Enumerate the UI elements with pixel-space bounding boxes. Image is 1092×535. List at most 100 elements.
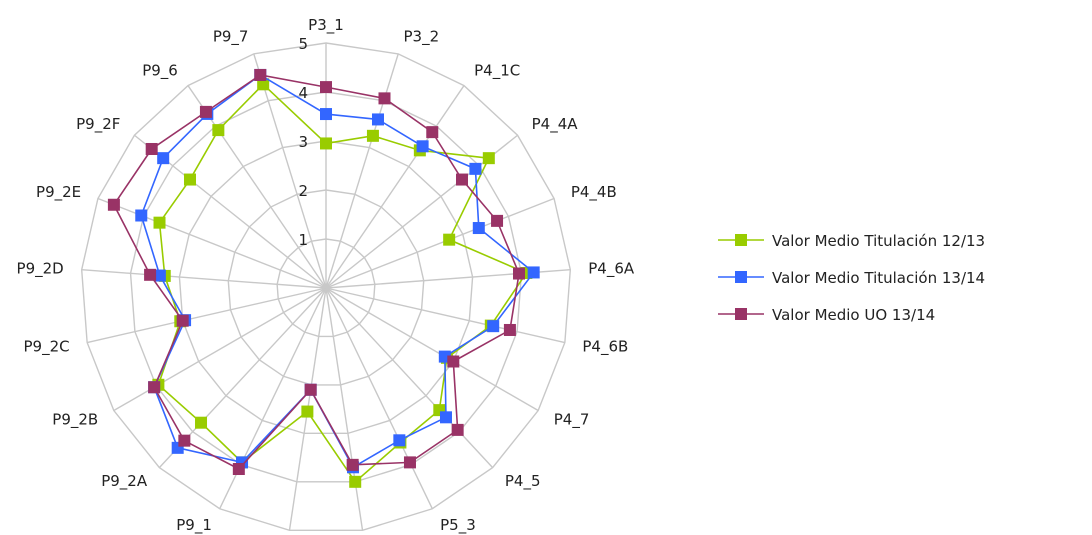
series-3	[107, 68, 526, 476]
spoke-P4_7	[325, 287, 539, 412]
data-point-3-P4_4B	[491, 214, 504, 227]
axis-label-P4_4B: P4_4B	[571, 183, 617, 202]
data-point-3-P9_2D	[144, 268, 157, 281]
data-point-3-P4_6B	[503, 323, 516, 336]
axis-label-P9_2D: P9_2D	[17, 259, 64, 278]
grid-ring-4	[129, 91, 523, 483]
tick-label-3: 3	[298, 133, 308, 151]
grid-ring-2	[227, 189, 425, 386]
radial-tick-labels: 1 2 3 4 5	[298, 35, 308, 249]
data-point-1-P9_7	[257, 78, 270, 91]
grid-ring-5	[80, 42, 572, 531]
data-point-2-P3_2	[371, 113, 384, 126]
legend-item-2: Valor Medio Titulación 13/14	[718, 269, 985, 287]
data-point-3-P4_6A	[513, 267, 526, 280]
data-point-1-P4_4B	[443, 233, 456, 246]
data-point-2-P9_2E	[135, 209, 148, 222]
axis-label-P9_2C: P9_2C	[23, 338, 69, 357]
data-point-2-P3_1	[320, 108, 332, 121]
axis-label-P4_6B: P4_6B	[582, 338, 628, 357]
tick-label-4: 4	[298, 84, 308, 102]
spoke-P4_1C	[325, 85, 465, 289]
series-1	[152, 78, 533, 488]
axis-label-P9_2B: P9_2B	[52, 411, 98, 430]
axis-label-P9_2A: P9_2A	[101, 472, 148, 491]
axis-label-P9_2E: P9_2E	[36, 183, 81, 202]
data-point-2-P9_2F	[157, 152, 170, 165]
axis-label-P4_7: P4_7	[554, 411, 590, 430]
data-point-3-P9_2C	[176, 314, 189, 327]
legend-marker-2	[735, 271, 747, 283]
data-point-3-P9_2F	[145, 142, 158, 155]
legend-marker-3	[735, 308, 747, 320]
axis-label-P9_7: P9_7	[213, 28, 249, 47]
axis-label-P4_4A: P4_4A	[532, 115, 579, 134]
spoke-P4_5	[325, 287, 494, 469]
data-point-3-P9_1	[232, 463, 245, 476]
axis-label-P4_5: P4_5	[505, 472, 541, 491]
legend-item-1: Valor Medio Titulación 12/13	[718, 232, 985, 250]
legend-label-2: Valor Medio Titulación 13/14	[772, 269, 985, 287]
grid-ring-3	[178, 140, 474, 435]
data-point-2-P9_2D	[153, 269, 166, 282]
data-point-3-P9_6	[199, 105, 212, 118]
axis-label-P4_1C: P4_1C	[474, 62, 520, 81]
data-point-3-P3_2	[378, 92, 391, 105]
spoke-P9_7	[253, 53, 327, 289]
data-point-3-P9_2B	[148, 381, 161, 394]
data-point-2-P4_6A	[527, 266, 540, 279]
data-point-2-P4_5	[439, 411, 452, 424]
data-point-3-P9_7	[254, 68, 267, 81]
data-point-3-P9_2A	[178, 434, 191, 447]
legend-label-1: Valor Medio Titulación 12/13	[772, 232, 985, 250]
data-point-3-P5_3	[403, 456, 416, 469]
tick-label-1: 1	[298, 231, 308, 249]
axis-label-P9_2F: P9_2F	[76, 115, 120, 134]
axis-labels: P3_1 P3_2 P4_1C P4_4A P4_4B P4_6A P4_6B P4_7 P4_…	[17, 16, 635, 535]
spoke-P9_2C	[86, 287, 327, 344]
spoke-P4_4B	[325, 197, 555, 289]
data-point-1-P3_1	[320, 137, 332, 150]
data-point-2-P4_1C	[416, 140, 429, 153]
axis-label-P3_2: P3_2	[404, 28, 440, 47]
data-point-3-P4_4A	[455, 173, 468, 186]
data-point-3-P5_4	[346, 458, 359, 471]
data-point-1-P3_2	[366, 129, 379, 142]
data-point-1-P5_4	[349, 475, 362, 488]
tick-label-2: 2	[298, 182, 308, 200]
tick-label-5: 5	[298, 35, 308, 53]
axis-label-P9_1: P9_1	[176, 516, 212, 535]
legend: Valor Medio Titulación 12/13 Valor Medio …	[718, 232, 985, 324]
spoke-P9_2E	[97, 197, 327, 289]
data-point-2-P4_4B	[472, 222, 485, 235]
series-line-3	[112, 74, 520, 470]
data-point-3-P8_4	[304, 383, 317, 396]
spoke-P4_6B	[325, 287, 566, 344]
grid-ring-1	[276, 238, 376, 338]
data-point-1-P9_2E	[153, 216, 166, 229]
axis-label-P3_1: P3_1	[308, 16, 344, 35]
data-point-2-P5_3	[393, 434, 406, 447]
data-point-1-P8_4	[301, 405, 314, 418]
data-point-1-P9_6	[212, 124, 225, 137]
radar-grid	[80, 42, 572, 531]
data-point-1-P9_2A	[195, 416, 208, 429]
spoke-P9_2D	[81, 268, 327, 289]
legend-item-3: Valor Medio UO 13/14	[718, 306, 935, 324]
data-point-3-P4_7	[447, 355, 460, 368]
legend-marker-1	[735, 234, 747, 246]
axis-label-P4_6A: P4_6A	[588, 259, 635, 278]
spoke-P5_3	[325, 287, 433, 510]
data-point-3-P9_2E	[107, 198, 120, 211]
spoke-P9_2B	[113, 287, 327, 412]
axis-label-P9_6: P9_6	[142, 62, 178, 81]
data-point-1-P9_2F	[184, 173, 197, 186]
series-line-1	[157, 83, 528, 484]
data-point-3-P3_1	[320, 81, 332, 94]
data-point-2-P4_4A	[469, 162, 482, 175]
legend-label-3: Valor Medio UO 13/14	[772, 306, 935, 324]
data-point-2-P4_6B	[487, 320, 500, 333]
data-point-1-P4_4A	[482, 152, 495, 165]
series-layer	[107, 68, 540, 488]
